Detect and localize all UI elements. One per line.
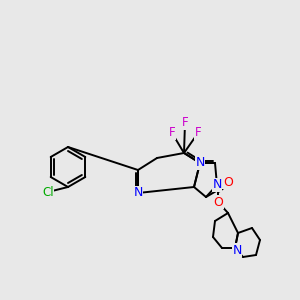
Text: N: N — [195, 157, 205, 169]
Text: N: N — [212, 178, 222, 191]
Text: Cl: Cl — [42, 185, 54, 199]
Text: F: F — [182, 116, 188, 130]
Text: O: O — [223, 176, 233, 188]
Text: F: F — [169, 127, 175, 140]
Text: N: N — [232, 244, 242, 256]
Text: F: F — [195, 127, 201, 140]
Text: O: O — [213, 196, 223, 208]
Text: N: N — [133, 187, 143, 200]
